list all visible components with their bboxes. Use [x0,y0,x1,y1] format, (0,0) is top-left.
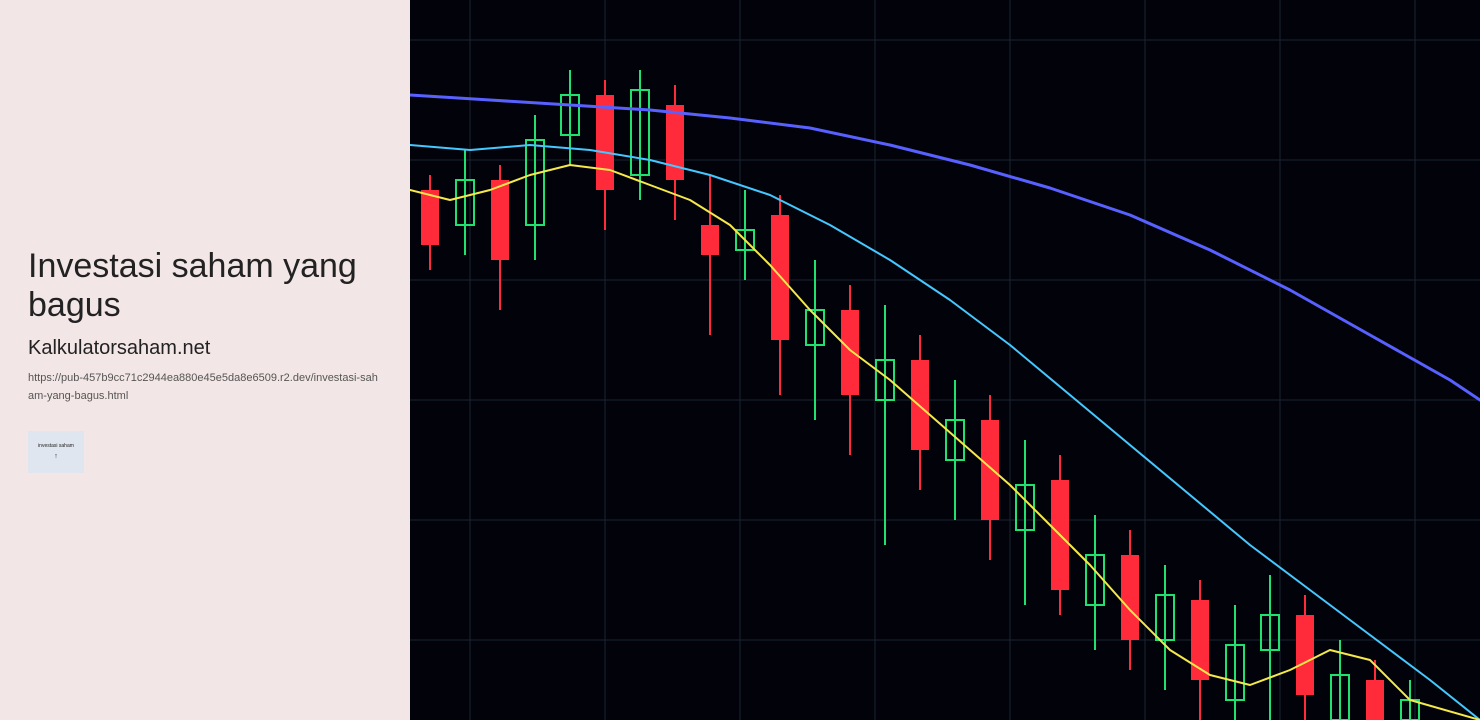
site-name: Kalkulatorsaham.net [28,337,382,360]
info-sidebar: Investasi saham yang bagus Kalkulatorsah… [0,0,410,720]
chart-svg [410,0,1480,720]
page-title: Investasi saham yang bagus [28,247,382,325]
arrow-up-icon: ↑ [54,452,58,461]
thumbnail-label: investasi saham [38,443,74,450]
page-url: https://pub-457b9cc71c2944ea880e45e5da8e… [28,370,382,405]
thumbnail-card[interactable]: investasi saham ↑ [28,431,84,473]
page-root: Investasi saham yang bagus Kalkulatorsah… [0,0,1480,720]
candlestick-chart [410,0,1480,720]
